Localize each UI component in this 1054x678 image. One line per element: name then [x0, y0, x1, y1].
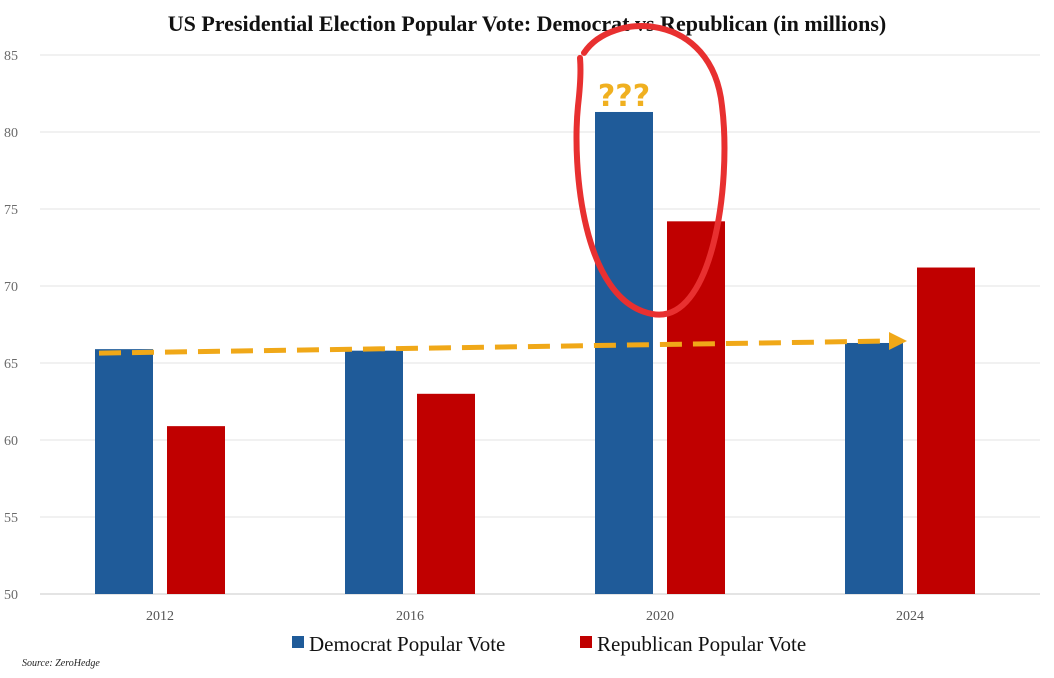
annotations: ??? — [98, 23, 907, 356]
legend-swatch — [292, 636, 304, 648]
republican-bar-2020 — [667, 221, 725, 594]
x-tick-label: 2024 — [896, 609, 924, 624]
democrat-bar-2012 — [95, 349, 153, 594]
y-tick-label: 80 — [4, 126, 18, 141]
chart-title: US Presidential Election Popular Vote: D… — [168, 11, 886, 36]
trend-arrow-line — [98, 338, 894, 356]
x-axis-ticks: 2012 2016 2020 2024 — [146, 609, 924, 624]
x-tick-label: 2016 — [396, 609, 424, 624]
y-tick-label: 65 — [4, 357, 18, 372]
y-tick-label: 60 — [4, 434, 18, 449]
x-tick-label: 2020 — [646, 609, 674, 624]
democrat-bar-2024 — [845, 342, 903, 594]
legend-label: Democrat Popular Vote — [309, 632, 505, 656]
y-tick-label: 75 — [4, 203, 18, 218]
legend: Democrat Popular Vote Republican Popular … — [292, 632, 806, 656]
question-marks: ??? — [598, 79, 650, 114]
democrat-bar-2020 — [595, 111, 653, 594]
democrat-bar-2016 — [345, 350, 403, 594]
y-tick-label: 85 — [4, 49, 18, 64]
republican-bar-2016 — [417, 393, 475, 594]
legend-swatch — [580, 636, 592, 648]
trend-arrow-head — [889, 331, 907, 350]
y-tick-label: 70 — [4, 280, 18, 295]
y-tick-label: 50 — [4, 588, 18, 603]
x-tick-label: 2012 — [146, 609, 174, 624]
legend-label: Republican Popular Vote — [597, 632, 806, 656]
bars — [95, 111, 975, 594]
republican-bar-2024 — [917, 267, 975, 594]
highlight-circle — [573, 23, 728, 318]
y-tick-label: 55 — [4, 511, 18, 526]
source-note: Source: ZeroHedge — [22, 658, 100, 669]
republican-bar-2012 — [167, 426, 225, 594]
y-axis-ticks: 50 55 60 65 70 75 80 85 — [4, 49, 18, 603]
